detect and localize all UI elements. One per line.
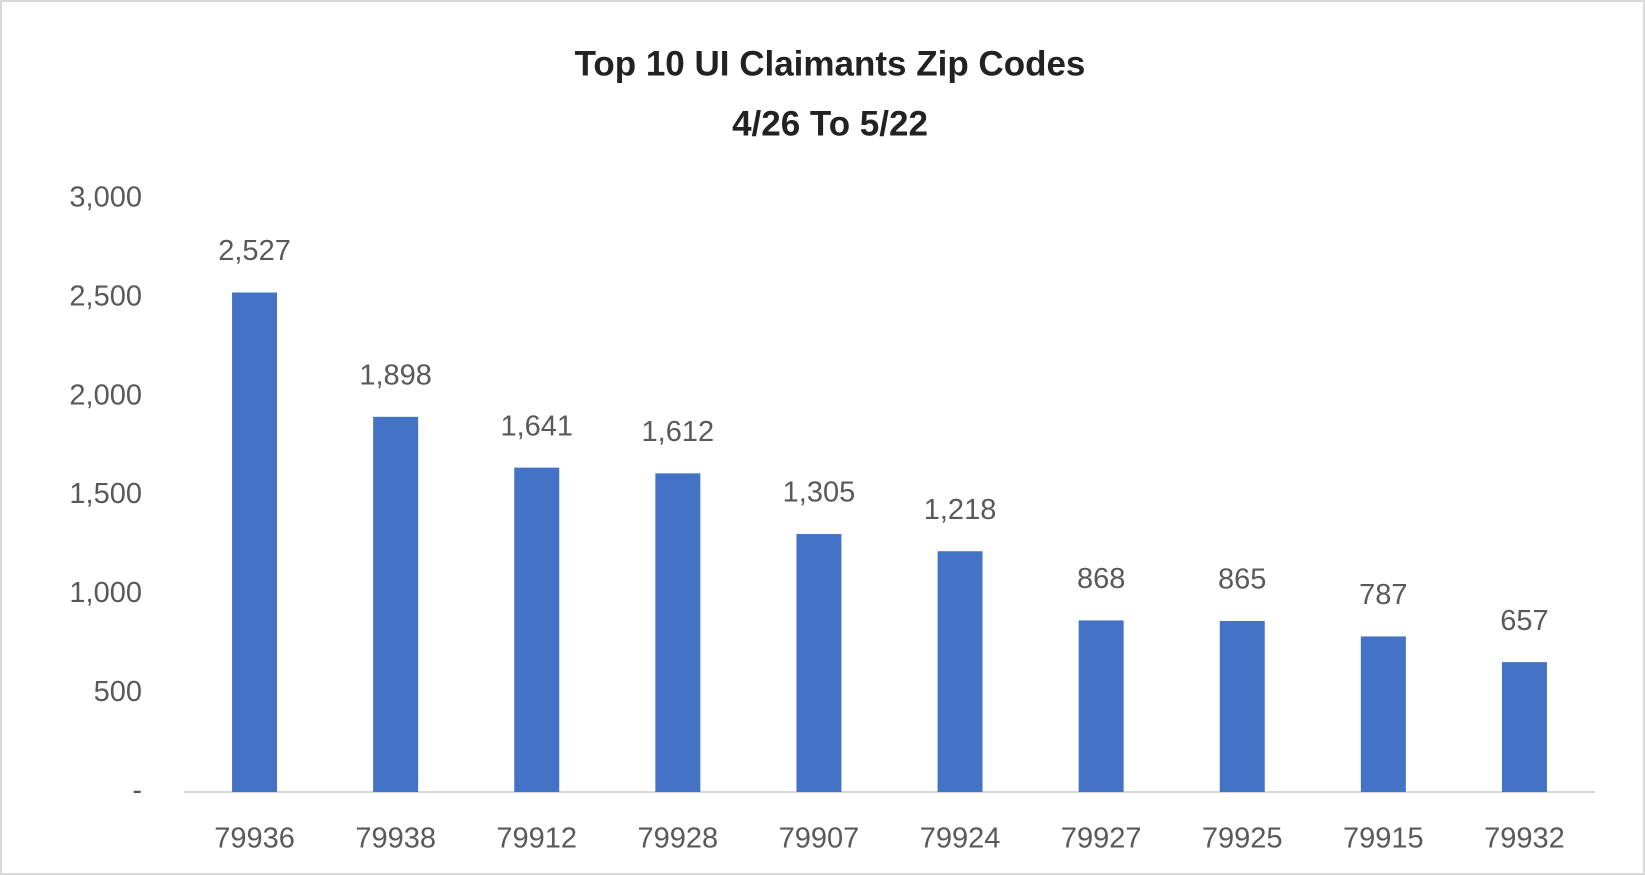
bar xyxy=(232,292,278,792)
x-tick-label: 79915 xyxy=(1343,823,1424,855)
x-tick-label: 79936 xyxy=(214,823,295,855)
y-tick-label: 2,000 xyxy=(69,379,142,411)
bar xyxy=(655,473,701,792)
y-tick-label: - xyxy=(132,775,142,807)
y-tick-label: 500 xyxy=(94,676,142,708)
bar xyxy=(373,416,419,792)
data-label: 1,612 xyxy=(642,416,715,448)
bar xyxy=(1360,636,1406,792)
bar xyxy=(1501,662,1547,792)
x-tick-label: 79924 xyxy=(920,823,1001,855)
x-tick-label: 79907 xyxy=(779,823,860,855)
x-tick-label: 79938 xyxy=(355,823,436,855)
bar xyxy=(796,534,842,792)
bar xyxy=(937,551,983,792)
y-tick-label: 1,000 xyxy=(69,577,142,609)
x-tick-label: 79927 xyxy=(1061,823,1142,855)
data-label: 787 xyxy=(1359,579,1407,611)
x-tick-label: 79912 xyxy=(496,823,577,855)
x-tick-label: 79928 xyxy=(638,823,719,855)
data-label: 1,641 xyxy=(500,410,573,442)
y-tick-label: 2,500 xyxy=(69,280,142,312)
bar xyxy=(1219,621,1265,792)
x-tick-label: 79925 xyxy=(1202,823,1283,855)
y-tick-label: 3,000 xyxy=(69,182,142,214)
data-label: 1,898 xyxy=(359,359,432,391)
x-tick-label: 79932 xyxy=(1484,823,1565,855)
data-label: 1,305 xyxy=(783,477,856,509)
data-label: 657 xyxy=(1500,605,1548,637)
data-label: 2,527 xyxy=(218,235,291,267)
chart-subtitle: 4/26 To 5/22 xyxy=(732,104,928,143)
y-tick-label: 1,500 xyxy=(69,478,142,510)
chart-title: Top 10 UI Claimants Zip Codes xyxy=(575,44,1086,83)
bar xyxy=(514,467,560,792)
bar xyxy=(1078,620,1124,792)
data-label: 868 xyxy=(1077,563,1125,595)
data-label: 865 xyxy=(1218,564,1266,596)
data-label: 1,218 xyxy=(924,494,997,526)
